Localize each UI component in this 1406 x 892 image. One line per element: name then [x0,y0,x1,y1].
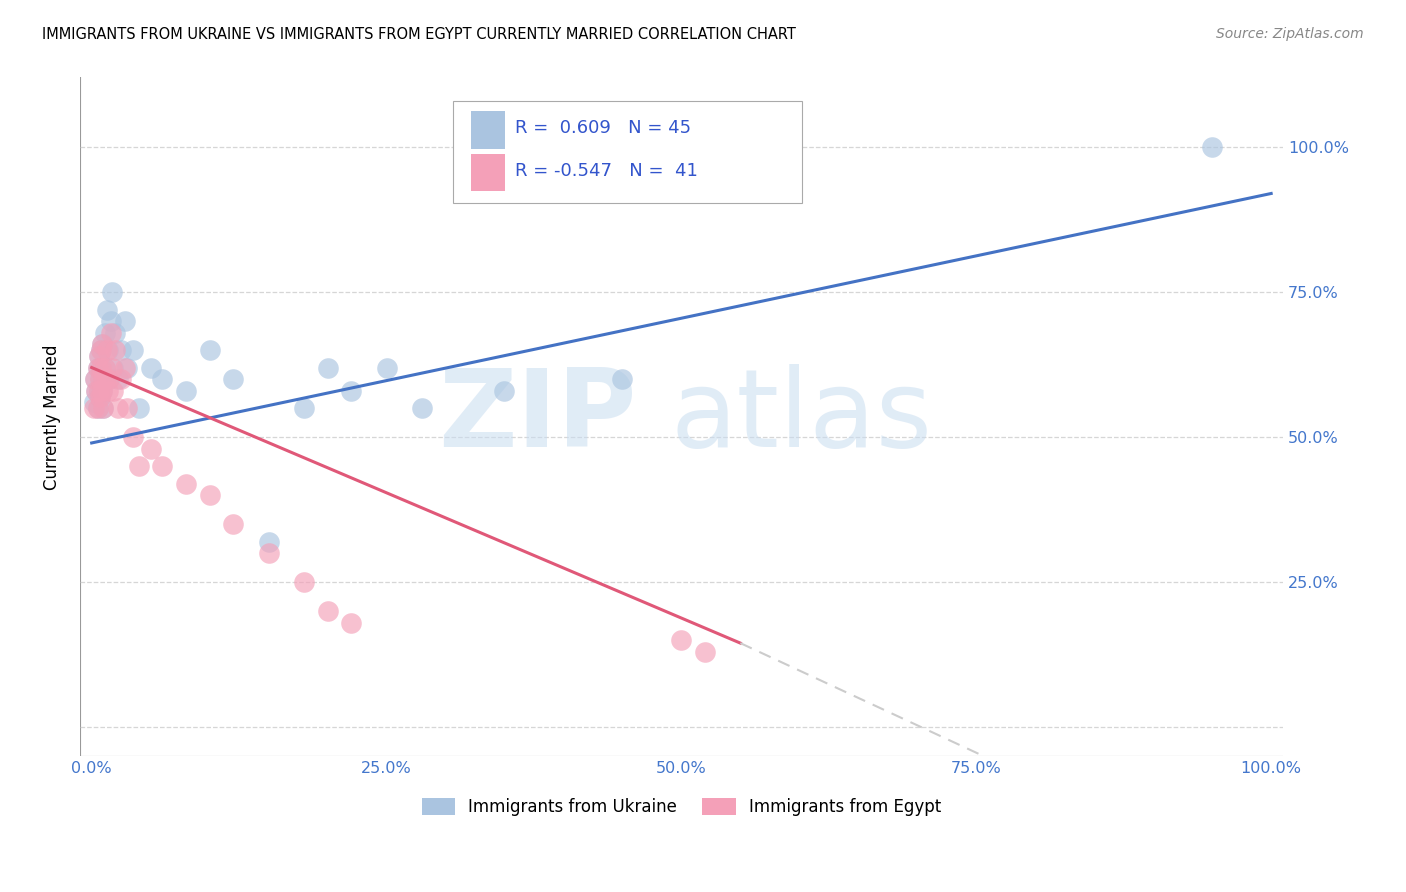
Point [93,401,115,416]
Point [198,343,221,358]
Point [94,372,117,386]
Point [115,401,138,416]
Point [693,645,716,659]
Point [91,337,114,351]
Point [340,384,363,398]
Point [93,372,115,386]
Point [91,337,114,351]
Point [90,343,112,358]
Point [152,372,174,386]
Point [90,360,112,375]
Point [89,390,111,404]
Text: Source: ZipAtlas.com: Source: ZipAtlas.com [1216,27,1364,41]
Point [110,343,132,358]
Point [98,372,121,386]
Point [671,633,693,648]
Point [101,384,124,398]
Point [86,384,108,398]
Point [257,534,280,549]
Point [97,343,120,358]
Point [89,390,111,404]
Point [97,384,120,398]
Point [114,314,136,328]
Text: R =  0.609   N = 45: R = 0.609 N = 45 [516,120,692,137]
Point [86,360,108,375]
Point [104,326,127,340]
Point [122,430,145,444]
FancyBboxPatch shape [453,101,801,203]
Point [90,343,112,358]
Point [222,517,245,532]
Point [257,546,280,560]
Point [94,372,117,386]
Text: R = -0.547   N =  41: R = -0.547 N = 41 [516,162,699,180]
Point [122,343,145,358]
Point [96,343,118,358]
Point [101,360,124,375]
Point [411,401,433,416]
Point [612,372,634,386]
Point [89,372,111,386]
Point [93,360,115,375]
Point [292,575,315,590]
Point [91,384,114,398]
Point [90,360,112,375]
Point [100,314,122,328]
Point [1201,140,1223,154]
Point [107,372,129,386]
Point [83,401,105,416]
Point [174,384,197,398]
Point [316,604,339,618]
Text: ZIP: ZIP [437,364,637,470]
Point [100,360,122,375]
Point [87,349,110,363]
Point [96,302,118,317]
Point [86,401,108,416]
Point [139,442,162,456]
Point [93,326,115,340]
Point [93,401,115,416]
Point [87,384,110,398]
Point [292,401,315,416]
Bar [471,154,505,192]
Point [86,384,108,398]
Text: atlas: atlas [671,364,932,470]
Point [174,476,197,491]
Legend: Immigrants from Ukraine, Immigrants from Egypt: Immigrants from Ukraine, Immigrants from… [415,791,948,822]
Bar [471,112,505,149]
Point [89,372,111,386]
Point [128,401,150,416]
Point [91,384,114,398]
Point [139,360,162,375]
Point [87,349,110,363]
Point [115,360,138,375]
Point [107,401,129,416]
Point [84,372,107,386]
Point [114,360,136,375]
Point [86,401,108,416]
Point [198,488,221,502]
Y-axis label: Currently Married: Currently Married [44,344,60,490]
Point [98,372,121,386]
Point [110,372,132,386]
Point [128,459,150,474]
Point [222,372,245,386]
Point [316,360,339,375]
Text: IMMIGRANTS FROM UKRAINE VS IMMIGRANTS FROM EGYPT CURRENTLY MARRIED CORRELATION C: IMMIGRANTS FROM UKRAINE VS IMMIGRANTS FR… [42,27,796,42]
Point [100,326,122,340]
Point [100,285,122,299]
Point [93,372,115,386]
Point [104,343,127,358]
Point [340,615,363,630]
Point [494,384,516,398]
Point [84,372,107,386]
Point [87,384,110,398]
Point [93,360,115,375]
Point [83,395,105,409]
Point [152,459,174,474]
Point [86,360,108,375]
Point [375,360,398,375]
